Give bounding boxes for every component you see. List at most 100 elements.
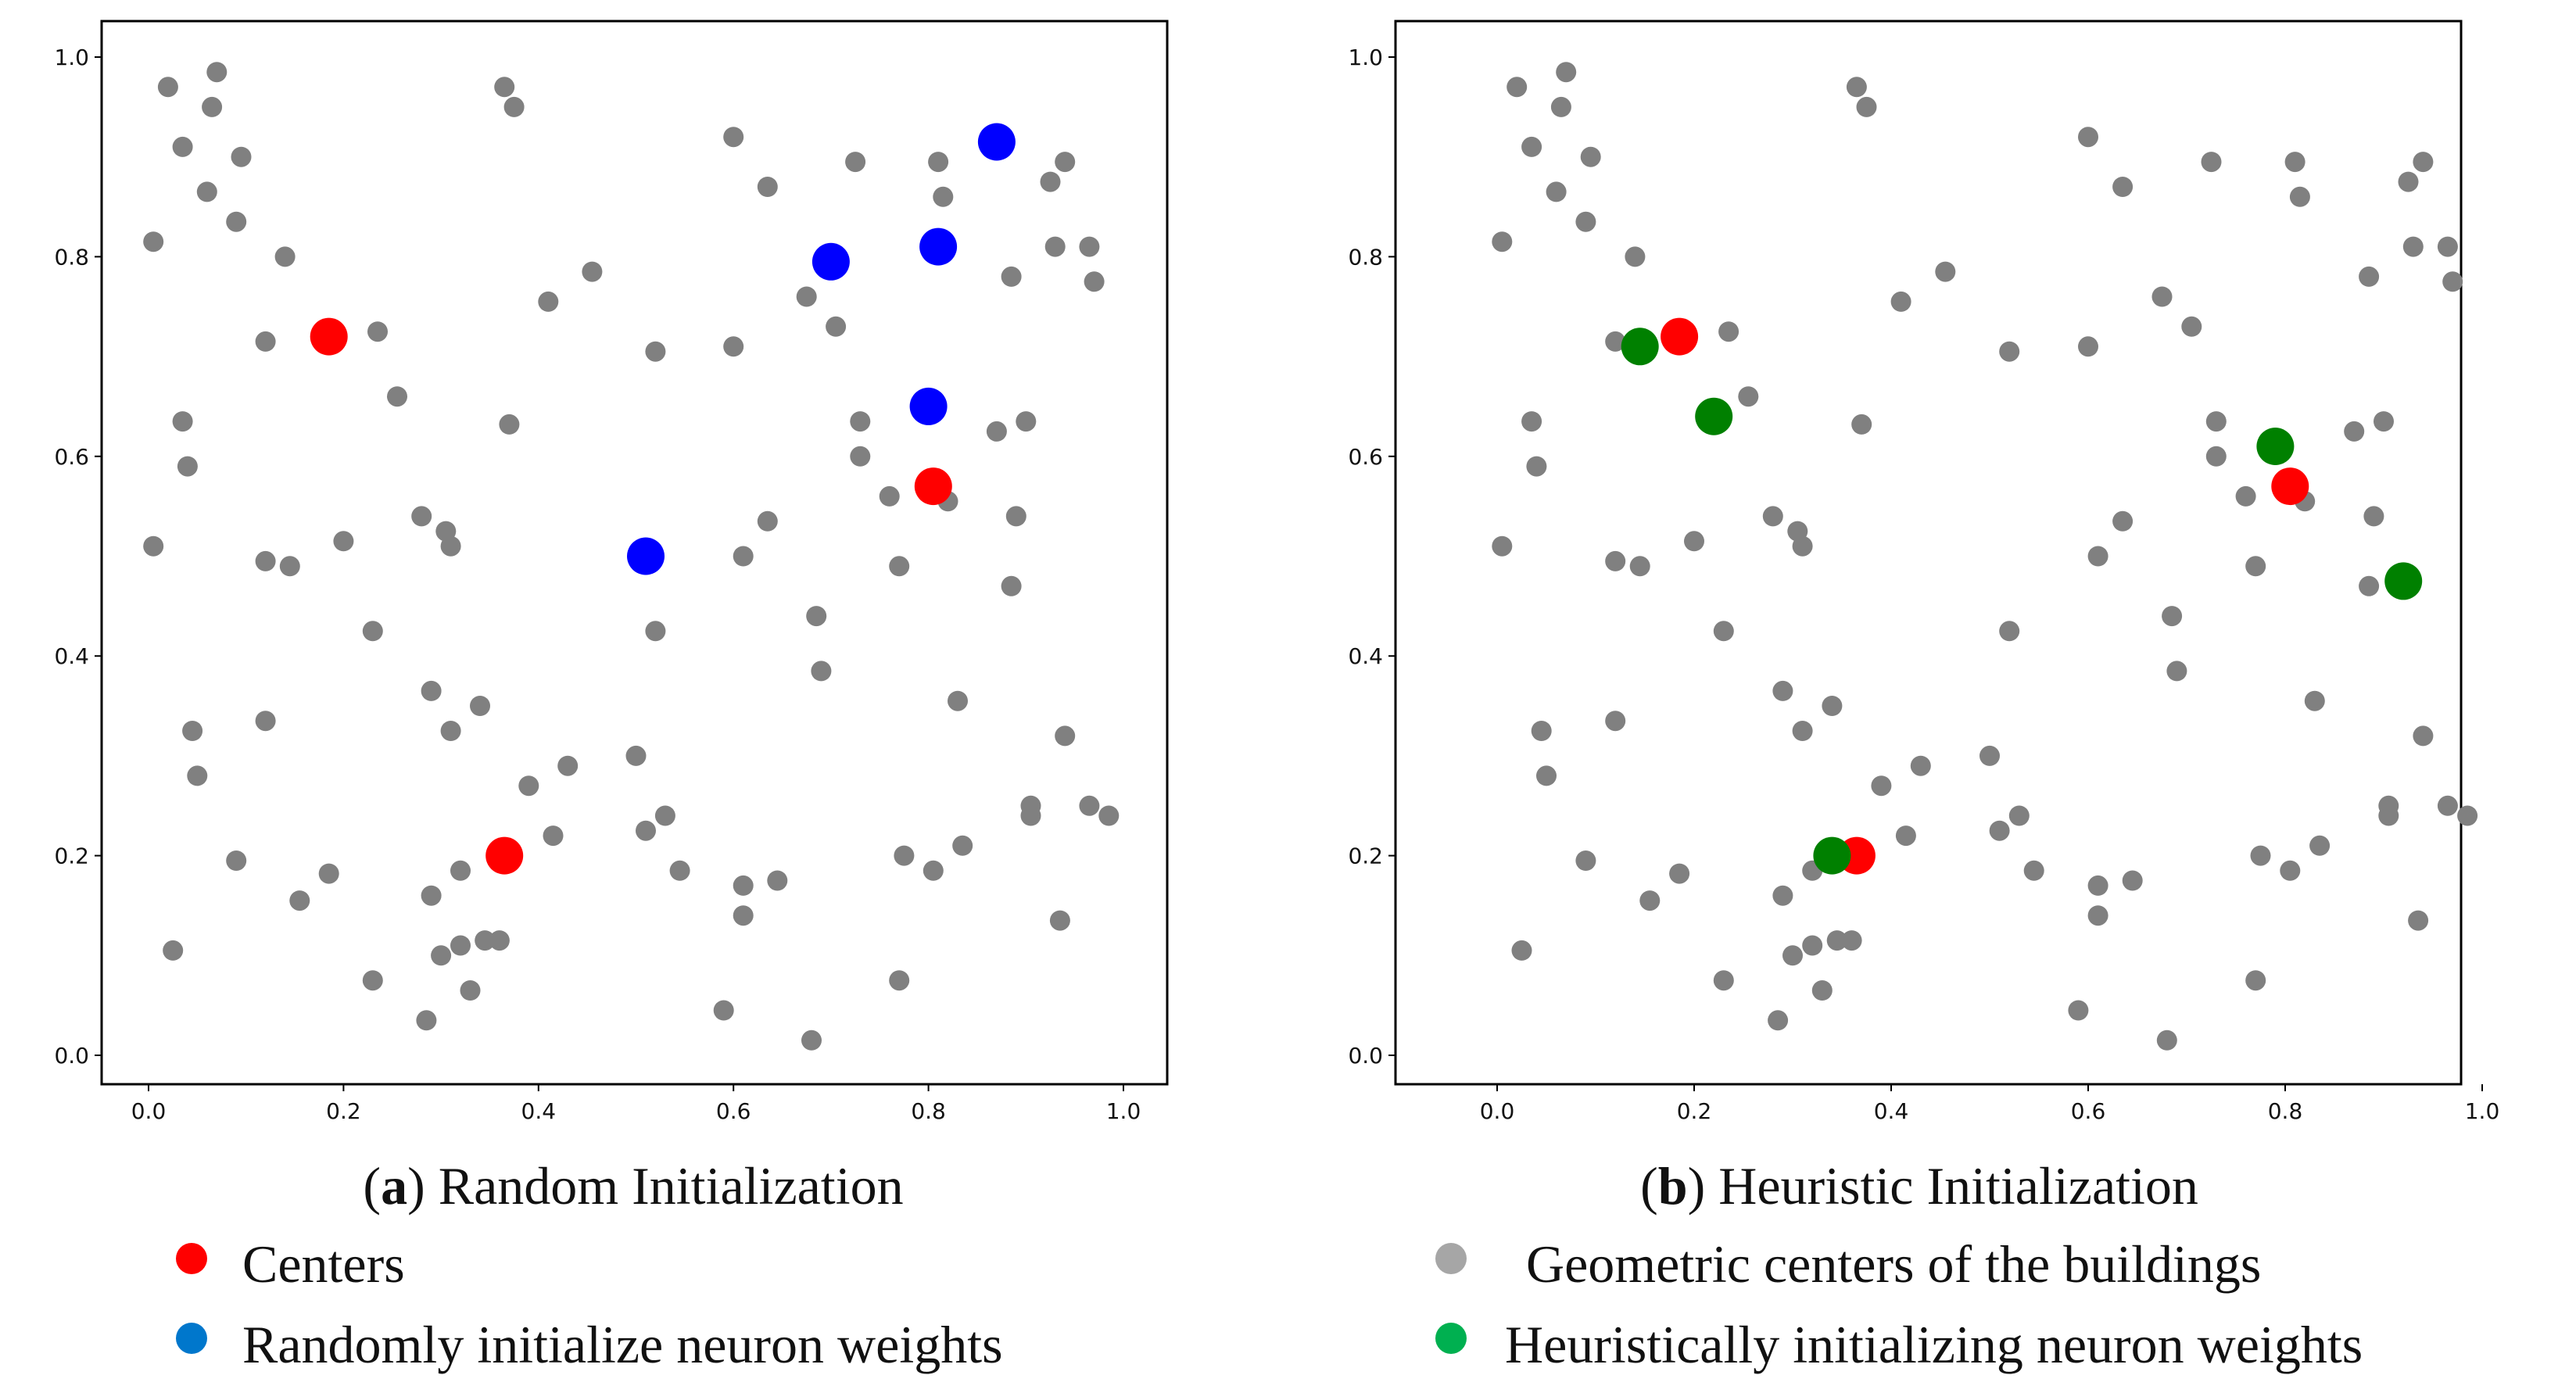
y-tick-label-b: 1.0 [1348,45,1383,70]
point-geometric-centers-of-the-buildings-a [1040,171,1061,192]
legend-marker-heuristic-weights [1435,1323,1467,1354]
point-geometric-centers-of-the-buildings-b [1792,721,1813,741]
point-geometric-centers-of-the-buildings-b [1738,386,1759,407]
point-geometric-centers-of-the-buildings-b [2205,411,2227,432]
legend-marker-random-weights [176,1323,207,1354]
point-geometric-centers-of-the-buildings-b [2156,1030,2177,1051]
point-geometric-centers-of-the-buildings-b [2112,177,2134,197]
point-geometric-centers-of-the-buildings-a [255,331,276,352]
point-geometric-centers-of-the-buildings-b [2162,606,2183,627]
point-geometric-centers-of-the-buildings-b [1856,96,1877,117]
point-geometric-centers-of-the-buildings-b [1999,621,2020,642]
point-geometric-centers-of-the-buildings-b [2201,152,2222,173]
point-geometric-centers-of-the-buildings-a [582,261,603,282]
point-geometric-centers-of-the-buildings-b [1625,246,1646,267]
point-geometric-centers-of-the-buildings-a [470,696,490,716]
point-geometric-centers-of-the-buildings-a [894,845,915,866]
point-geometric-centers-of-the-buildings-a [933,186,954,207]
point-heuristically-initializing-neuron-weights-b [1813,836,1851,875]
point-geometric-centers-of-the-buildings-b [1531,721,1552,741]
point-geometric-centers-of-the-buildings-b [1718,321,1739,342]
point-geometric-centers-of-the-buildings-b [2122,870,2143,891]
point-geometric-centers-of-the-buildings-b [1979,745,2000,766]
point-geometric-centers-of-the-buildings-b [2280,860,2301,881]
point-geometric-centers-of-the-buildings-a [518,775,539,797]
caption-a-text: Random Initialization [439,1156,904,1216]
point-geometric-centers-of-the-buildings-b [2437,795,2458,816]
legend-label-random-weights: Randomly initialize neuron weights [242,1315,1003,1374]
y-tick-label-b: 0.4 [1348,643,1383,669]
legend-marker-building-centers [1435,1243,1467,1274]
point-geometric-centers-of-the-buildings-b [2413,152,2434,173]
x-tick-label-a: 0.2 [326,1098,361,1124]
point-geometric-centers-of-the-buildings-a [636,820,656,841]
point-geometric-centers-of-the-buildings-a [733,875,754,896]
point-geometric-centers-of-the-buildings-a [625,745,647,766]
point-geometric-centers-of-the-buildings-b [1669,863,1690,884]
point-geometric-centers-of-the-buildings-b [2068,1000,2089,1021]
point-geometric-centers-of-the-buildings-a [1044,236,1066,257]
point-geometric-centers-of-the-buildings-a [362,970,383,991]
point-geometric-centers-of-the-buildings-a [499,414,520,435]
point-geometric-centers-of-the-buildings-b [1910,755,1931,776]
y-tick-label-b: 0.2 [1348,843,1383,869]
y-tick-label-a: 1.0 [54,45,89,70]
point-geometric-centers-of-the-buildings-a [143,535,164,557]
caption-b: (b) Heuristic Initialization [1640,1156,2198,1216]
point-centers-b [1661,317,1699,356]
point-geometric-centers-of-the-buildings-a [928,152,949,173]
point-geometric-centers-of-the-buildings-b [1546,181,1567,202]
point-geometric-centers-of-the-buildings-a [923,860,944,881]
point-geometric-centers-of-the-buildings-b [1629,556,1650,577]
point-geometric-centers-of-the-buildings-b [2359,266,2380,287]
point-geometric-centers-of-the-buildings-b [2457,805,2478,826]
point-randomly-initialize-neuron-weights-a [811,242,850,281]
point-geometric-centers-of-the-buildings-a [723,336,744,357]
scatter-points-a [143,62,1120,1051]
y-tick-label-a: 0.2 [54,843,89,869]
x-tick-label-a: 0.0 [131,1098,167,1124]
point-geometric-centers-of-the-buildings-a [645,621,666,642]
x-tick-label-a: 0.4 [521,1098,557,1124]
point-geometric-centers-of-the-buildings-a [182,721,203,741]
point-geometric-centers-of-the-buildings-a [801,1030,822,1051]
caption-b-text: Heuristic Initialization [1718,1156,2198,1216]
y-tick-label-b: 0.0 [1348,1043,1383,1069]
point-geometric-centers-of-the-buildings-b [2087,905,2108,926]
point-geometric-centers-of-the-buildings-a [889,970,910,991]
point-geometric-centers-of-the-buildings-a [757,177,778,197]
point-geometric-centers-of-the-buildings-a [362,621,383,642]
point-geometric-centers-of-the-buildings-a [723,127,744,148]
point-geometric-centers-of-the-buildings-a [226,850,247,871]
point-geometric-centers-of-the-buildings-b [1713,970,1734,991]
point-geometric-centers-of-the-buildings-a [333,531,354,552]
point-geometric-centers-of-the-buildings-a [713,1000,734,1021]
point-geometric-centers-of-the-buildings-a [1049,910,1070,931]
point-geometric-centers-of-the-buildings-b [2284,152,2306,173]
point-geometric-centers-of-the-buildings-a [202,96,223,117]
point-geometric-centers-of-the-buildings-b [1511,940,1532,961]
point-geometric-centers-of-the-buildings-b [1890,291,1911,312]
panel-b-heuristic-initialization: 0.0 0.2 0.4 0.6 0.8 1.0 0.0 0.2 0.4 0.6 0.8 1.0 [1348,20,2499,1124]
point-geometric-centers-of-the-buildings-a [1016,411,1037,432]
point-geometric-centers-of-the-buildings-a [733,546,754,567]
point-geometric-centers-of-the-buildings-b [1802,935,1823,956]
point-geometric-centers-of-the-buildings-b [1684,531,1704,552]
point-geometric-centers-of-the-buildings-a [421,680,442,701]
point-geometric-centers-of-the-buildings-b [2078,336,2098,357]
point-geometric-centers-of-the-buildings-b [1935,261,1956,282]
point-heuristically-initializing-neuron-weights-b [2384,562,2423,600]
point-geometric-centers-of-the-buildings-b [2289,186,2310,207]
point-geometric-centers-of-the-buildings-a [806,606,827,627]
point-geometric-centers-of-the-buildings-a [489,930,510,951]
point-geometric-centers-of-the-buildings-b [1895,825,1916,847]
point-geometric-centers-of-the-buildings-a [163,940,184,961]
point-geometric-centers-of-the-buildings-a [421,885,442,906]
point-geometric-centers-of-the-buildings-b [1492,231,1513,252]
y-tick-label-a: 0.8 [54,244,89,270]
point-geometric-centers-of-the-buildings-a [450,935,471,956]
point-geometric-centers-of-the-buildings-a [850,411,871,432]
point-geometric-centers-of-the-buildings-b [1639,890,1661,911]
x-tick-label-a: 0.6 [716,1098,751,1124]
legend: Centers Randomly initialize neuron weigh… [176,1234,2363,1374]
